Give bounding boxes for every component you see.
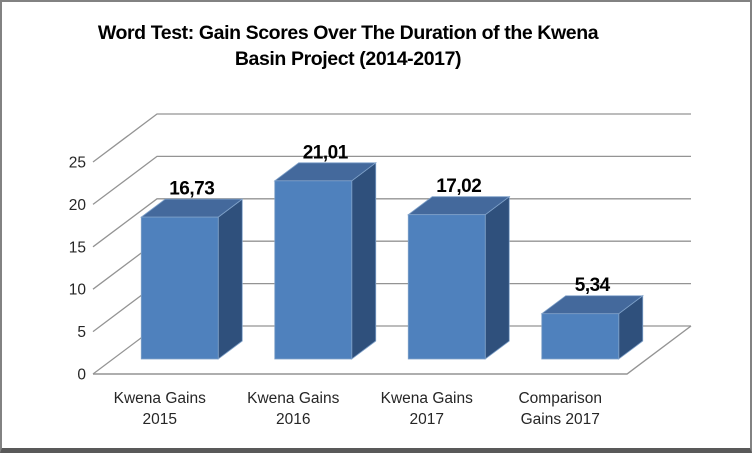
- bar-front-face-comparison-gains-2017: [541, 313, 620, 360]
- bar-side-face-kwena-gains-2017: [484, 195, 510, 360]
- y-axis-tick-label: 5: [77, 324, 86, 341]
- bar-value-label: 5,34: [575, 275, 611, 296]
- y-axis-tick-label: 10: [69, 282, 87, 299]
- chart-title-line-1: Word Test: Gain Scores Over The Duration…: [97, 22, 599, 44]
- bar-side-face-kwena-gains-2016: [351, 162, 377, 360]
- chart-title-line-2: Basin Project (2014-2017): [234, 48, 462, 70]
- y-axis-tick-label: 20: [69, 197, 87, 214]
- bar-value-label: 21,01: [303, 142, 349, 163]
- floor-edge: [93, 325, 692, 375]
- category-label-line-1: Kwena Gains: [114, 390, 206, 407]
- gridline: [92, 113, 691, 163]
- category-label-line-1: Kwena Gains: [381, 390, 473, 407]
- category-label-line-2: 2017: [410, 411, 444, 428]
- bar-front-face-kwena-gains-2015: [140, 216, 219, 360]
- gridline: [92, 198, 691, 248]
- bar-front-face-kwena-gains-2017: [407, 214, 486, 360]
- category-label-line-2: 2016: [276, 411, 310, 428]
- category-label-line-1: Comparison: [518, 390, 602, 407]
- bar-value-label: 17,02: [436, 176, 481, 197]
- category-label-line-2: 2015: [143, 411, 177, 428]
- bar-side-face-kwena-gains-2015: [217, 198, 243, 360]
- bar-value-label: 16,73: [169, 179, 214, 200]
- category-label-line-2: Gains 2017: [521, 411, 600, 428]
- y-axis-tick-label: 0: [77, 367, 86, 384]
- chart-title: Word Test: Gain Scores Over The Duration…: [2, 20, 694, 72]
- y-axis-tick-label: 25: [69, 155, 86, 172]
- bar-front-face-kwena-gains-2016: [274, 180, 353, 360]
- y-axis-tick-label: 15: [69, 239, 86, 256]
- category-label-line-1: Kwena Gains: [247, 390, 339, 407]
- gridline: [92, 155, 691, 205]
